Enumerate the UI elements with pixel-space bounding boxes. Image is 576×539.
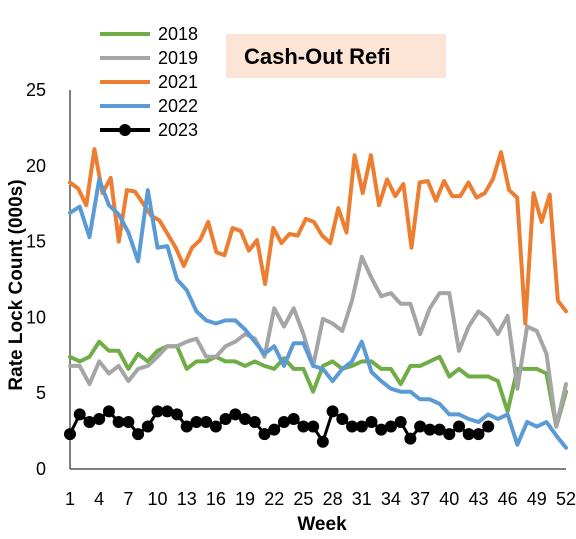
data-point	[180, 420, 193, 433]
data-point	[132, 428, 145, 441]
x-tick-label: 25	[293, 489, 313, 509]
x-tick-labels: 1 4 7 10 13 16 19 22 25 28 31 34 37 40 43 46 49 52	[65, 489, 576, 509]
legend-item-2019: 2019	[100, 48, 198, 68]
data-point	[170, 408, 183, 421]
series-line-2019	[68, 254, 568, 429]
legend-item-2023: 2023	[100, 120, 198, 140]
data-point	[239, 412, 252, 425]
data-point	[112, 416, 125, 429]
data-point	[297, 420, 310, 433]
data-point	[482, 420, 495, 433]
data-point	[229, 408, 242, 421]
x-tick-label: 22	[264, 489, 284, 509]
legend-label: 2019	[158, 48, 198, 68]
legend-label: 2021	[158, 72, 198, 92]
data-point	[268, 423, 281, 436]
legend-item-2022: 2022	[100, 96, 198, 116]
series-2022	[68, 177, 568, 450]
data-point	[287, 412, 300, 425]
data-point	[64, 428, 76, 441]
data-point	[141, 420, 154, 433]
data-point	[472, 428, 485, 441]
x-tick-label: 43	[468, 489, 488, 509]
axes	[69, 90, 566, 470]
data-point	[277, 416, 290, 429]
y-tick-label: 5	[36, 383, 46, 403]
x-tick-label: 49	[527, 489, 547, 509]
chart-title-box: Cash-Out Refi	[226, 34, 446, 78]
y-tick-label: 20	[26, 156, 46, 176]
data-point	[307, 420, 320, 433]
data-point	[453, 420, 466, 433]
data-point	[93, 412, 106, 425]
data-point	[433, 423, 446, 436]
x-tick-label: 7	[123, 489, 133, 509]
series-2021	[68, 147, 568, 326]
data-point	[355, 420, 368, 433]
legend-label: 2022	[158, 96, 198, 116]
data-point	[404, 432, 417, 445]
data-point	[122, 416, 135, 429]
data-point	[443, 428, 456, 441]
series-2019	[68, 254, 568, 429]
data-point	[151, 405, 164, 418]
data-point	[414, 420, 427, 433]
data-point	[161, 405, 174, 418]
x-axis-title: Week	[297, 514, 347, 535]
data-point	[326, 405, 339, 418]
data-point	[83, 416, 96, 429]
x-tick-label: 13	[177, 489, 197, 509]
data-point	[200, 416, 213, 429]
legend-item-2018: 2018	[100, 24, 198, 44]
x-tick-label: 28	[323, 489, 343, 509]
legend-item-2021: 2021	[100, 72, 198, 92]
legend-label: 2023	[158, 120, 198, 140]
x-tick-label: 37	[410, 489, 430, 509]
series-line-2021	[68, 147, 568, 326]
data-point	[462, 428, 475, 441]
chart-title: Cash-Out Refi	[244, 44, 391, 69]
data-point	[209, 420, 222, 433]
data-point	[258, 428, 271, 441]
legend-label: 2018	[158, 24, 198, 44]
x-tick-label: 4	[94, 489, 104, 509]
data-point	[316, 435, 329, 448]
data-point	[346, 420, 359, 433]
x-tick-label: 10	[148, 489, 168, 509]
data-point	[73, 408, 86, 421]
series-line-2018	[68, 339, 568, 429]
data-point	[375, 423, 388, 436]
x-tick-label: 52	[556, 489, 576, 509]
x-tick-label: 46	[498, 489, 518, 509]
series-lines	[64, 147, 568, 450]
legend: 2018 2019 2021 2022 2023	[100, 24, 198, 140]
data-point	[365, 416, 378, 429]
data-point	[394, 416, 407, 429]
y-axis-title: Rate Lock Count (000s)	[6, 179, 27, 390]
series-2023	[64, 405, 495, 448]
x-tick-label: 16	[206, 489, 226, 509]
x-tick-label: 34	[381, 489, 401, 509]
data-point	[248, 416, 261, 429]
y-tick-label: 25	[26, 80, 46, 100]
data-point	[219, 412, 232, 425]
series-line-2022	[68, 177, 568, 450]
x-tick-label: 40	[439, 489, 459, 509]
chart-title-background	[226, 34, 446, 78]
x-tick-label: 31	[352, 489, 372, 509]
data-point	[423, 423, 436, 436]
y-tick-label: 0	[36, 459, 46, 479]
x-tick-label: 19	[235, 489, 255, 509]
x-tick-label: 1	[65, 489, 75, 509]
legend-marker	[119, 124, 131, 136]
data-point	[102, 405, 115, 418]
y-tick-labels: 0 5 10 15 20 25	[26, 80, 46, 479]
y-tick-label: 10	[26, 307, 46, 327]
data-point	[190, 416, 203, 429]
data-point	[384, 420, 397, 433]
y-tick-label: 15	[26, 232, 46, 252]
series-2018	[68, 339, 568, 429]
data-point	[336, 412, 349, 425]
